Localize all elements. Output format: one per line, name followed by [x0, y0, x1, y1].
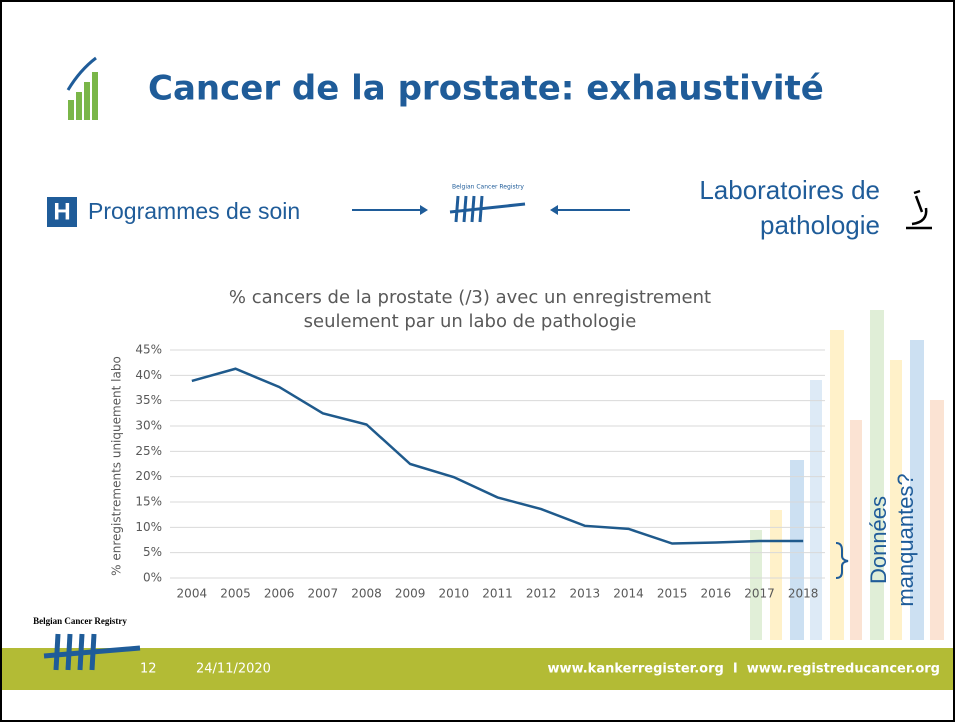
- y-tick-label: 45%: [135, 343, 162, 357]
- page-number: 12: [140, 662, 157, 677]
- y-tick-label: 25%: [135, 444, 162, 458]
- y-tick-label: 30%: [135, 419, 162, 433]
- chart-title: seulement par un labo de pathologie: [304, 311, 637, 332]
- y-tick-label: 0%: [143, 571, 162, 585]
- x-tick-label: 2007: [308, 587, 339, 601]
- y-tick-label: 5%: [143, 545, 162, 559]
- date: 24/11/2020: [196, 662, 271, 677]
- x-tick-label: 2016: [701, 587, 732, 601]
- x-tick-label: 2017: [744, 587, 775, 601]
- hospital-letter: H: [53, 198, 70, 225]
- annotation: manquantes?: [893, 473, 918, 606]
- annotation: Données: [866, 496, 891, 584]
- x-tick-label: 2006: [264, 587, 295, 601]
- x-tick-label: 2004: [177, 587, 208, 601]
- x-tick-label: 2014: [613, 587, 644, 601]
- chart-title: % cancers de la prostate (/3) avec un en…: [229, 287, 711, 308]
- logo-text: Belgian Cancer Registry: [452, 184, 524, 191]
- x-tick-label: 2009: [395, 587, 426, 601]
- x-tick-label: 2015: [657, 587, 688, 601]
- slide-title: Cancer de la prostate: exhaustivité: [148, 69, 824, 109]
- y-tick-label: 35%: [135, 393, 162, 407]
- y-tick-label: 15%: [135, 495, 162, 509]
- y-tick-label: 20%: [135, 469, 162, 483]
- footer-url: www.kankerregister.org I www.registreduc…: [548, 662, 940, 677]
- x-tick-label: 2005: [220, 587, 251, 601]
- x-tick-label: 2013: [570, 587, 601, 601]
- slide: Cancer de la prostate: exhaustivité H Pr…: [0, 0, 955, 722]
- x-tick-label: 2012: [526, 587, 557, 601]
- logo-text: Belgian Cancer Registry: [33, 616, 127, 626]
- right-source: pathologie: [760, 210, 880, 240]
- y-axis-label: % enregistrements uniquement labo: [110, 356, 124, 576]
- x-tick-label: 2018: [788, 587, 819, 601]
- y-tick-label: 10%: [135, 520, 162, 534]
- x-tick-label: 2010: [439, 587, 470, 601]
- left-source: Programmes de soin: [88, 198, 300, 224]
- y-tick-label: 40%: [135, 368, 162, 382]
- right-source: Laboratoires de: [699, 175, 880, 205]
- x-tick-label: 2008: [351, 587, 382, 601]
- x-tick-label: 2011: [482, 587, 513, 601]
